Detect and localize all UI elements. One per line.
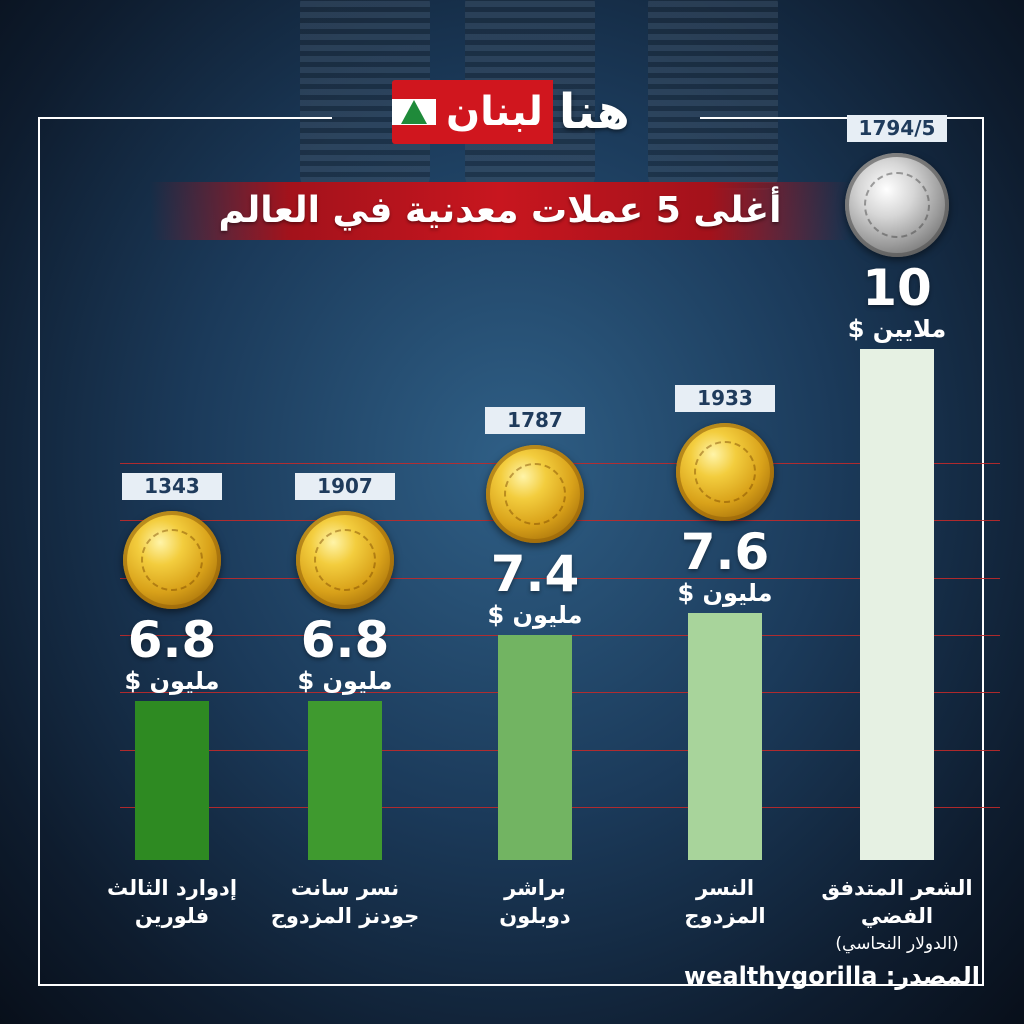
frame-top-border [700,117,984,119]
gold-coin-icon [123,511,221,609]
year-tag: 1794/5 [847,115,947,142]
value-unit-label: مليون $ [297,667,393,695]
silver-coin-icon [845,153,949,257]
year-tag: 1907 [295,473,395,500]
content-frame [38,118,984,986]
logo-word-lebanon: لبنان [436,80,553,144]
bar [308,701,382,860]
bar [688,613,762,860]
chart-title: أغلى 5 عملات معدنية في العالم [218,190,782,231]
year-tag: 1343 [122,473,222,500]
value-unit-label: مليون $ [677,579,773,607]
bar [135,701,209,860]
gold-coin-icon [296,511,394,609]
value-unit-label: ملايين $ [847,315,947,343]
value-label: 7.6 [680,523,770,581]
bar [498,635,572,860]
category-label: النسر المزدوج [684,876,766,928]
value-label: 6.8 [300,611,390,669]
gold-coin-icon [486,445,584,543]
value-unit-label: مليون $ [487,601,583,629]
year-tag: 1933 [675,385,775,412]
value-label: 6.8 [127,611,217,669]
brand-logo: لبنان هنا [392,80,630,144]
bar [860,349,934,860]
gridline [120,578,1000,579]
logo-word-here: هنا [558,84,630,140]
category-label: براشر دوبلون [499,876,571,928]
frame-top-border [38,117,332,119]
category-label: إدوارد الثالث فلورين [106,876,238,928]
category-label: الشعر المتدفق الفضي (الدولار النحاسي) [821,876,973,954]
source-credit: المصدر: wealthygorilla [683,962,980,990]
category-label: نسر سانت جودنز المزدوج [270,876,420,928]
value-label: 7.4 [490,545,580,603]
title-band [150,182,850,240]
background-coin-stack [648,0,778,190]
gold-coin-icon [676,423,774,521]
value-unit-label: مليون $ [124,667,220,695]
cedar-flag-icon [392,80,436,144]
year-tag: 1787 [485,407,585,434]
value-label: 10 [862,259,932,317]
